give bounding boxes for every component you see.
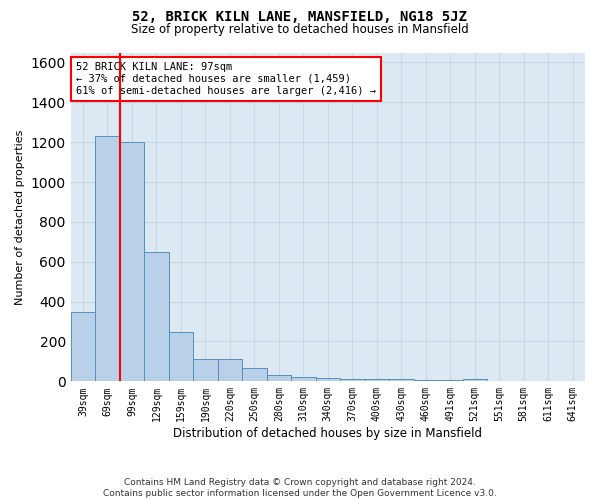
- Bar: [119, 142, 144, 382]
- Text: Contains HM Land Registry data © Crown copyright and database right 2024.
Contai: Contains HM Land Registry data © Crown c…: [103, 478, 497, 498]
- Bar: [291, 378, 316, 382]
- Bar: [193, 360, 218, 382]
- Bar: [144, 252, 169, 382]
- Bar: [512, 380, 536, 382]
- Bar: [365, 380, 389, 382]
- Bar: [463, 380, 487, 382]
- Bar: [536, 380, 560, 382]
- Bar: [389, 380, 413, 382]
- Bar: [266, 376, 291, 382]
- Bar: [169, 332, 193, 382]
- Bar: [413, 380, 438, 382]
- Bar: [560, 380, 585, 382]
- Text: Size of property relative to detached houses in Mansfield: Size of property relative to detached ho…: [131, 22, 469, 36]
- Bar: [487, 380, 512, 382]
- Text: 52 BRICK KILN LANE: 97sqm
← 37% of detached houses are smaller (1,459)
61% of se: 52 BRICK KILN LANE: 97sqm ← 37% of detac…: [76, 62, 376, 96]
- Bar: [316, 378, 340, 382]
- Y-axis label: Number of detached properties: Number of detached properties: [15, 129, 25, 304]
- Bar: [95, 136, 119, 382]
- Text: 52, BRICK KILN LANE, MANSFIELD, NG18 5JZ: 52, BRICK KILN LANE, MANSFIELD, NG18 5JZ: [133, 10, 467, 24]
- Bar: [242, 368, 266, 382]
- Bar: [340, 380, 365, 382]
- Bar: [71, 312, 95, 382]
- Bar: [218, 360, 242, 382]
- X-axis label: Distribution of detached houses by size in Mansfield: Distribution of detached houses by size …: [173, 427, 482, 440]
- Bar: [438, 380, 463, 382]
